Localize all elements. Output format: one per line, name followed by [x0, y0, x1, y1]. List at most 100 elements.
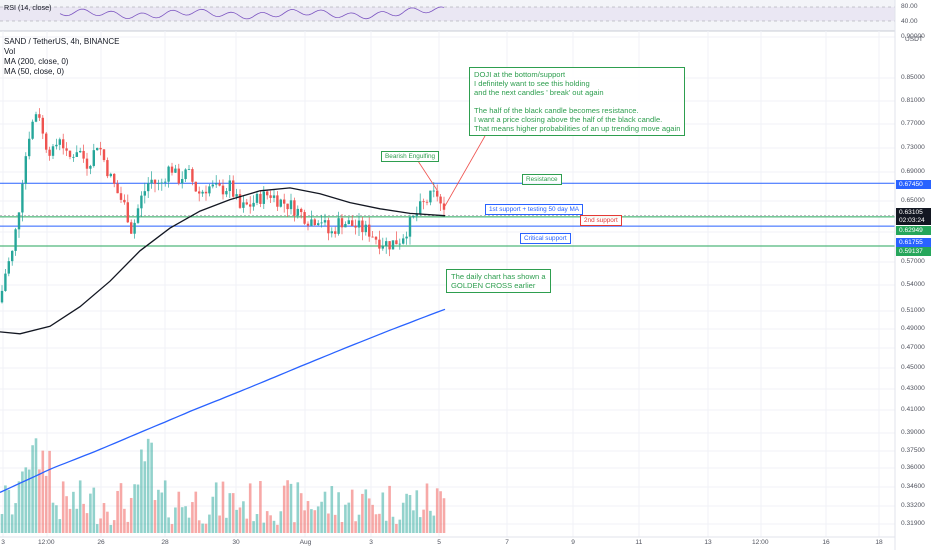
volume-bar-47 — [160, 492, 164, 533]
candle-body-100 — [340, 218, 344, 228]
candle-body-109 — [371, 236, 374, 238]
volume-bar-93 — [316, 506, 320, 533]
time-axis-label: 30 — [232, 539, 240, 546]
price-scale-label: 0.31900 — [901, 520, 925, 527]
candle-body-17 — [58, 139, 61, 145]
rsi-scale-label: 40.00 — [901, 18, 918, 25]
candle-body-48 — [164, 181, 167, 183]
volume-bar-61 — [208, 514, 211, 533]
candle-body-88 — [300, 208, 303, 213]
candle-body-117 — [398, 243, 401, 245]
candle-body-120 — [408, 217, 412, 237]
volume-bar-128 — [435, 488, 439, 533]
volume-bar-114 — [388, 485, 391, 533]
volume-bar-38 — [129, 497, 133, 533]
candle-body-29 — [99, 147, 102, 150]
second-support-label[interactable]: 2nd support — [580, 215, 622, 226]
resistance-label[interactable]: Resistance — [522, 174, 562, 185]
golden-cross-annotation[interactable]: The daily chart has shown a GOLDEN CROSS… — [446, 269, 551, 293]
volume-bar-20 — [68, 508, 72, 533]
volume-bar-58 — [197, 520, 201, 533]
volume-bar-25 — [85, 513, 89, 533]
candle-body-14 — [48, 149, 51, 156]
candle-body-55 — [187, 169, 191, 170]
volume-bar-4 — [14, 503, 17, 533]
candle-body-6 — [21, 183, 24, 213]
candle-body-94 — [320, 222, 323, 224]
critical-support-label[interactable]: Critical support — [520, 233, 571, 244]
volume-bar-96 — [327, 513, 330, 533]
volume-bar-122 — [415, 490, 419, 533]
candle-body-36 — [123, 199, 126, 203]
volume-bar-70 — [238, 507, 242, 533]
candle-body-121 — [412, 215, 415, 218]
doji-annotation[interactable]: DOJI at the bottom/support I definitely … — [469, 67, 686, 136]
candle-body-130 — [442, 203, 446, 210]
volume-bar-83 — [282, 485, 286, 533]
volume-bar-106 — [361, 493, 364, 533]
candle-body-119 — [405, 236, 408, 239]
time-axis-label: 18 — [875, 539, 883, 546]
volume-bar-15 — [51, 502, 55, 533]
volume-bar-23 — [78, 480, 82, 533]
volume-bar-100 — [340, 521, 344, 533]
volume-bar-28 — [95, 524, 99, 533]
candle-body-40 — [136, 208, 140, 223]
candle-body-125 — [425, 201, 429, 203]
volume-bar-80 — [272, 520, 276, 533]
candle-body-16 — [55, 144, 58, 147]
candle-body-2 — [7, 261, 10, 274]
price-scale-label: 0.77000 — [901, 120, 925, 127]
candle-body-68 — [232, 180, 235, 197]
volume-bar-26 — [89, 493, 92, 533]
volume-bar-71 — [242, 501, 245, 533]
candle-body-99 — [337, 218, 340, 234]
volume-bar-86 — [293, 522, 296, 533]
volume-bar-21 — [72, 491, 75, 533]
price-scale-label: 0.85000 — [901, 74, 925, 81]
candle-body-0 — [0, 290, 4, 303]
candle-body-30 — [102, 149, 106, 161]
volume-bar-57 — [194, 491, 198, 533]
volume-bar-65 — [221, 481, 225, 533]
volume-bar-22 — [75, 508, 79, 533]
price-scale-label: 0.37500 — [901, 447, 925, 454]
first-support-label[interactable]: 1st support + testing 50 day MA — [485, 204, 584, 215]
price-tag: 0.67450 — [896, 180, 931, 189]
volume-bar-18 — [61, 481, 65, 533]
volume-bar-37 — [126, 521, 130, 533]
candle-body-93 — [317, 223, 320, 225]
candle-body-65 — [221, 185, 225, 195]
indicator-vol[interactable]: Vol — [4, 47, 16, 56]
time-axis-label: 16 — [822, 539, 830, 546]
candle-body-86 — [293, 200, 296, 216]
ma50-line — [0, 187, 446, 335]
volume-bar-87 — [296, 482, 300, 533]
volume-bar-127 — [432, 515, 436, 533]
price-scale-label: 0.34600 — [901, 483, 925, 490]
volume-bar-98 — [333, 514, 337, 533]
candle-body-108 — [368, 224, 371, 237]
candle-body-101 — [344, 224, 347, 228]
volume-bar-126 — [429, 510, 432, 533]
indicator-ma50[interactable]: MA (50, close, 0) — [4, 67, 65, 76]
volume-bar-12 — [41, 450, 45, 533]
candle-body-106 — [361, 220, 364, 233]
price-scale-label: 0.39000 — [901, 429, 925, 436]
volume-bar-102 — [347, 502, 351, 533]
candle-body-71 — [242, 202, 245, 208]
moving-averages — [0, 187, 446, 493]
candle-body-19 — [65, 148, 68, 151]
volume-bar-11 — [38, 469, 41, 533]
time-axis-label: 3 — [1, 539, 5, 546]
volume-bar-119 — [405, 493, 408, 533]
volume-bar-42 — [143, 461, 147, 533]
volume-bar-95 — [323, 491, 327, 533]
bearish-engulfing-label[interactable]: Bearish Engulfing — [381, 151, 440, 162]
volume-bar-6 — [21, 471, 24, 533]
indicator-ma200[interactable]: MA (200, close, 0) — [4, 57, 69, 66]
rsi-pane — [0, 6, 895, 22]
time-axis-label: 12:00 — [38, 539, 55, 546]
candle-body-20 — [68, 150, 72, 157]
